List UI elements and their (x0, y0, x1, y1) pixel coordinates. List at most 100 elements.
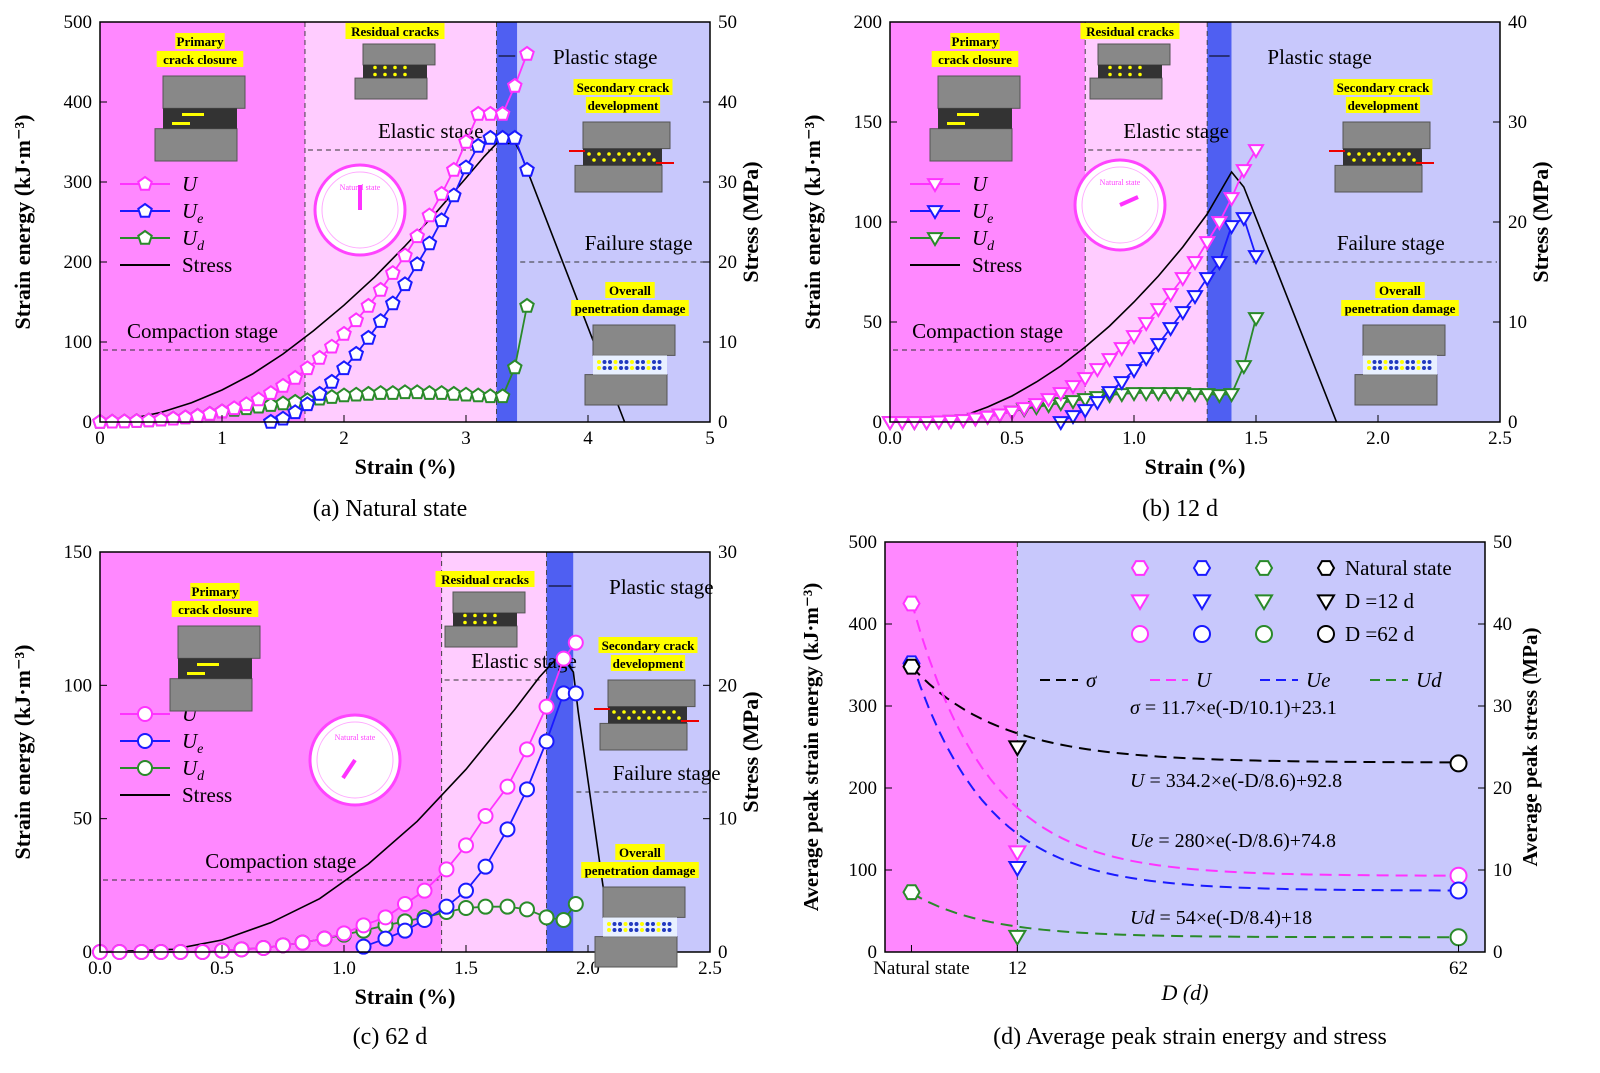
label-bg (435, 571, 535, 587)
secondary-crack-label: Secondary crack development (573, 79, 673, 113)
overall-damage-label: Overall penetration damage (581, 844, 699, 878)
legend-label-stress: Stress (182, 253, 232, 277)
y2-tick-label: 10 (718, 332, 737, 353)
crack-dot (1372, 366, 1377, 370)
crack-dot (624, 360, 629, 364)
data-point-ue (1113, 376, 1131, 391)
crack-dot (623, 928, 628, 932)
data-point-ue (567, 685, 584, 702)
primary-crack-icon (929, 75, 1021, 162)
y2-tick-label: 30 (718, 172, 737, 193)
crack-dot (677, 716, 681, 720)
data-point-ue (1235, 212, 1253, 227)
stress-line (890, 170, 1338, 423)
crack-dot (1108, 72, 1112, 77)
data-point (902, 595, 921, 612)
crack-dot (1405, 360, 1410, 364)
label-text: Residual cracks (351, 24, 439, 39)
y-tick-label: 100 (849, 860, 878, 881)
label-bg (571, 300, 689, 316)
label-text: penetration damage (575, 301, 686, 316)
y2-tick-label: 20 (718, 675, 737, 696)
crack-dot (373, 65, 377, 70)
y-tick-label: 0 (873, 412, 883, 433)
crack-dot (619, 360, 623, 364)
y-tick-label: 150 (854, 112, 883, 133)
crack-dot (1397, 152, 1401, 156)
y-tick-label: 100 (854, 212, 883, 233)
legend-marker (137, 760, 153, 776)
label-bg (605, 282, 655, 298)
label-text: Overall (609, 283, 651, 298)
crack-dot (1400, 366, 1404, 370)
data-point-ud (555, 912, 572, 928)
specimen-top-block (592, 324, 676, 356)
failure-stage-label: Failure stage (1337, 231, 1445, 255)
x-tick-label: 2.5 (1488, 428, 1512, 449)
data-point-u (294, 934, 311, 951)
crack-dot (641, 366, 645, 370)
crack-dot (373, 72, 377, 77)
data-point-ue (1198, 272, 1216, 287)
failure-stage-label: Failure stage (613, 761, 721, 785)
specimen-bottom-block (584, 374, 668, 406)
x-tick-label: 2.5 (698, 958, 722, 979)
data-point-ud (1161, 387, 1180, 402)
crack-dot (667, 928, 672, 932)
specimen-crack-zone (603, 917, 677, 937)
x-tick-label: 0.0 (88, 958, 112, 979)
crack-dot (463, 620, 467, 625)
overall-damage-icon (584, 324, 676, 406)
x-tick-label: 2.0 (1366, 428, 1390, 449)
label-bg (931, 51, 1019, 67)
fit-curve-u (910, 601, 1459, 877)
y-tick-label: 100 (64, 675, 93, 696)
data-point-ue (1137, 352, 1155, 367)
crack-dot (1128, 72, 1132, 77)
crack-dot (1412, 158, 1416, 162)
data-point (902, 658, 921, 675)
specimen-crack-zone (608, 706, 687, 724)
y2-tick-label: 40 (1508, 12, 1527, 33)
crack-dot (617, 716, 621, 720)
crack-dot (647, 152, 651, 156)
data-point-ue (1076, 404, 1094, 419)
crack-dot (1372, 158, 1376, 162)
failure-stage-label: Failure stage (585, 231, 693, 255)
legend-marker (137, 202, 153, 218)
crack-dot (483, 613, 487, 618)
primary-crack-icon (154, 75, 246, 162)
crack-dot (1382, 158, 1386, 162)
y2-tick-label: 20 (718, 252, 737, 273)
specimen-top-block (602, 886, 686, 918)
legend-marker (137, 175, 153, 191)
y-tick-label: 100 (64, 332, 93, 353)
crack-dot (657, 360, 662, 364)
crack-dot (667, 922, 672, 926)
label-bg (581, 862, 699, 878)
x-axis-title: Strain (%) (1145, 454, 1246, 479)
data-point-ue (1100, 386, 1119, 401)
legend: Natural state D =12 d D =62 d σ U Ue Ud (1040, 556, 1452, 692)
overall-damage-icon (594, 886, 686, 968)
data-point-u (555, 650, 572, 667)
specimen-bottom-block (444, 625, 518, 648)
data-point-u (1235, 164, 1253, 179)
crack-dot (612, 710, 616, 714)
crack-dot (645, 922, 650, 926)
overall-damage-label: Overall penetration damage (1341, 282, 1459, 316)
residual-crack-icon (354, 43, 436, 100)
primary-crack-label: Primary crack closure (171, 583, 259, 617)
crack-dot (1411, 366, 1415, 370)
y-tick-label: 200 (64, 252, 93, 273)
elastic-stage-label: Elastic stage (1123, 119, 1229, 143)
label-bg (171, 601, 259, 617)
crack-dot (1411, 360, 1415, 364)
crack-dot (612, 922, 617, 926)
y2-tick-label: 50 (718, 12, 737, 33)
crack-dot (642, 158, 646, 162)
legend-marker (1131, 625, 1149, 643)
y2-tick-label: 40 (718, 92, 737, 113)
data-point-ue (377, 930, 394, 947)
crack-dot (652, 366, 656, 370)
